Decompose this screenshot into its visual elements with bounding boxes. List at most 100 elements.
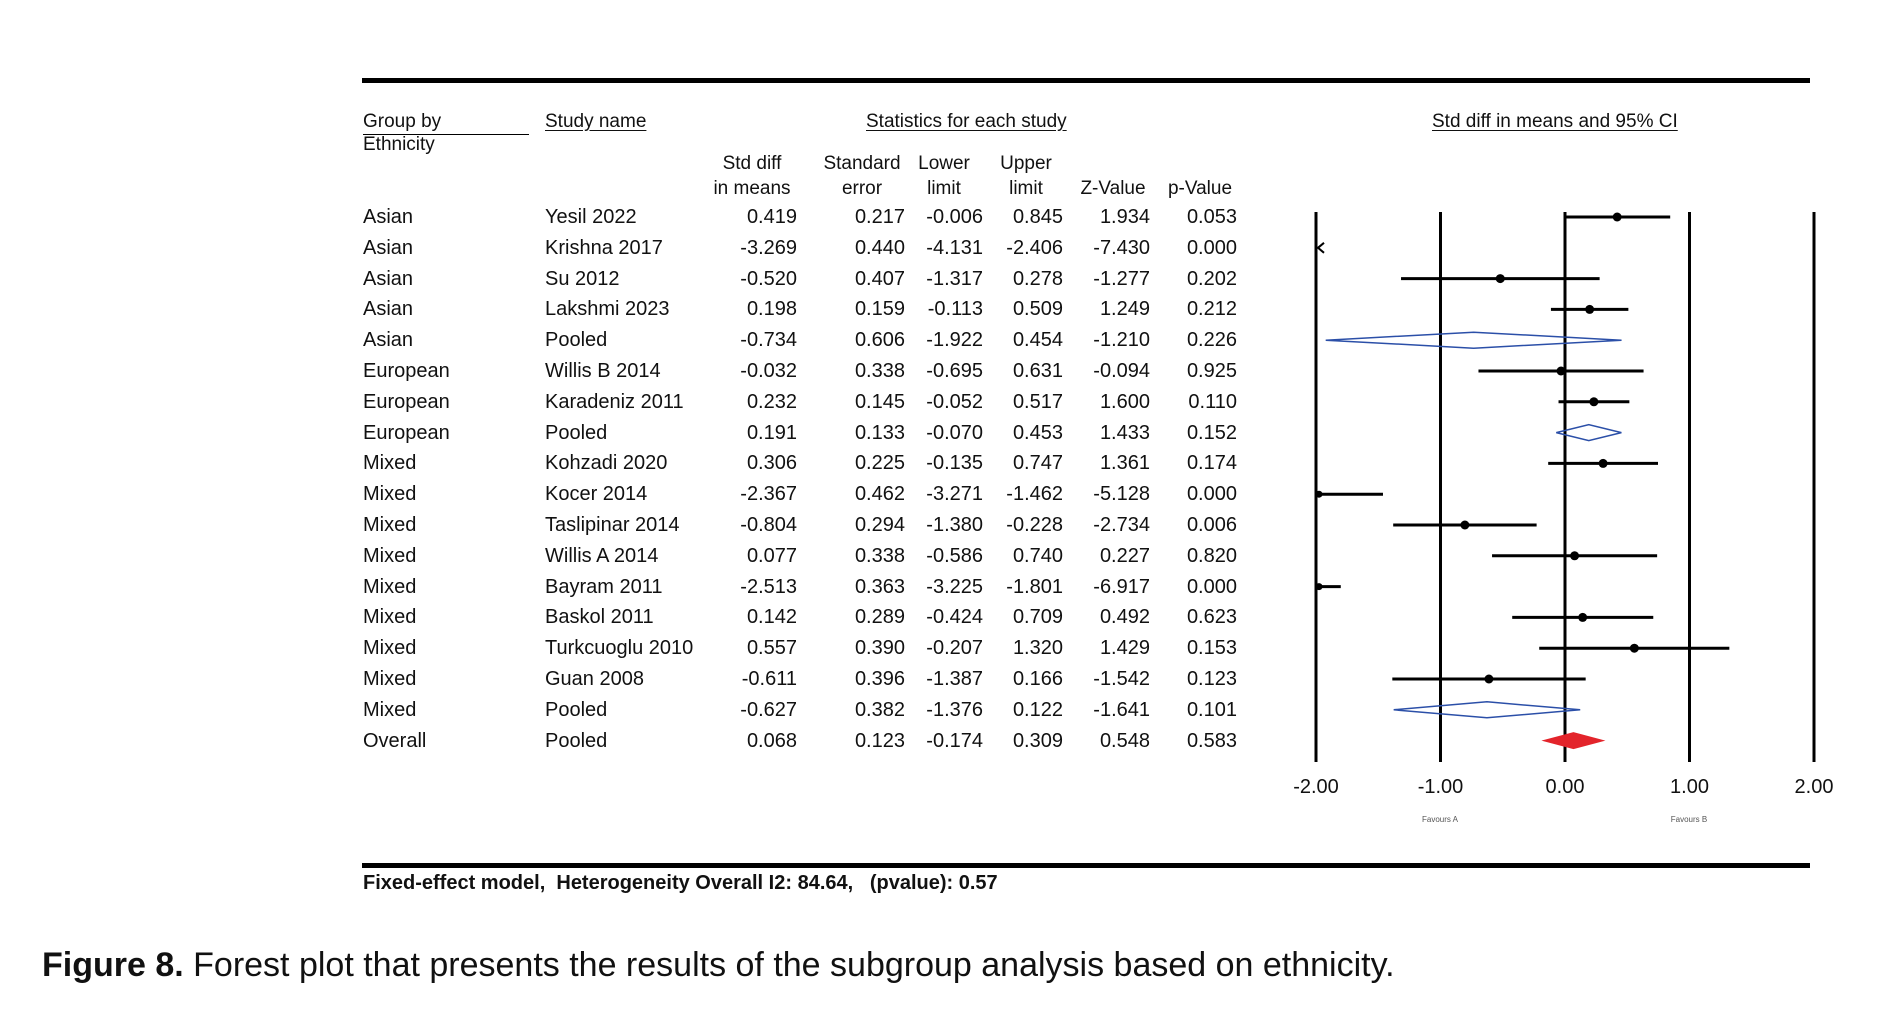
row-upper: 0.740 (1012, 544, 1063, 567)
row-smd: 0.142 (746, 606, 797, 629)
row-upper: -1.801 (1006, 575, 1063, 598)
row-study: Yesil 2022 (545, 206, 637, 228)
column-header: p-Value (1150, 151, 1250, 201)
row-group: Mixed (363, 698, 417, 721)
row-smd: 0.557 (746, 637, 797, 660)
row-upper: 0.453 (1012, 421, 1063, 444)
column-header-line1: Lower (918, 153, 970, 174)
row-z: 0.548 (1099, 729, 1150, 752)
point-estimate (1585, 304, 1595, 314)
row-group: Mixed (363, 452, 417, 475)
row-p: 0.000 (1186, 483, 1237, 506)
row-lower: -0.070 (926, 421, 983, 444)
column-header: Standard error (812, 151, 912, 201)
row-lower: -1.317 (926, 267, 983, 290)
header-group-underline (363, 134, 529, 135)
model-footnote: Fixed-effect model, Heterogeneity Overal… (363, 872, 998, 894)
row-lower: -0.135 (926, 452, 983, 475)
point-estimate (1589, 397, 1599, 407)
row-upper: 0.845 (1012, 206, 1063, 228)
row-se: 0.145 (854, 390, 905, 413)
row-group: Mixed (363, 606, 417, 629)
row-group: Overall (363, 729, 427, 752)
row-smd: 0.306 (746, 452, 797, 475)
row-group: Mixed (363, 637, 417, 660)
header-statistics: Statistics for each study (866, 111, 1067, 132)
row-lower: -0.006 (926, 206, 983, 228)
column-header: Upper limit (976, 151, 1076, 201)
row-group: Asian (363, 298, 414, 321)
row-lower: -0.207 (926, 637, 983, 660)
row-z: 1.934 (1099, 206, 1150, 228)
point-estimate (1629, 643, 1639, 653)
row-p: 0.152 (1186, 421, 1237, 444)
header-group-by: Group by (363, 111, 442, 132)
row-z: -0.094 (1093, 360, 1150, 382)
row-se: 0.338 (854, 544, 905, 567)
row-smd: 0.419 (746, 206, 797, 228)
row-group: European (363, 360, 450, 382)
row-smd: 0.198 (746, 298, 797, 321)
row-study: Pooled (545, 729, 608, 752)
row-z: 1.429 (1099, 637, 1150, 660)
row-upper: 0.166 (1012, 668, 1063, 690)
point-estimate (1578, 612, 1588, 622)
row-lower: -3.271 (926, 483, 983, 506)
row-upper: 0.509 (1012, 298, 1063, 321)
row-upper: 0.709 (1012, 606, 1063, 629)
row-p: 0.006 (1186, 514, 1237, 536)
row-lower: -4.131 (926, 236, 983, 259)
row-lower: -0.174 (926, 729, 983, 752)
row-upper: 0.747 (1012, 452, 1063, 475)
row-study: Lakshmi 2023 (545, 298, 670, 321)
row-upper: 0.122 (1012, 698, 1063, 721)
row-upper: 1.320 (1012, 637, 1063, 660)
row-se: 0.606 (854, 329, 905, 352)
row-z: -5.128 (1093, 483, 1150, 506)
row-p: 0.000 (1186, 236, 1237, 259)
row-se: 0.440 (854, 236, 905, 259)
row-smd: -0.032 (740, 360, 797, 382)
row-se: 0.382 (854, 698, 905, 721)
row-se: 0.123 (854, 729, 905, 752)
figure-caption: Figure 8. Forest plot that presents the … (42, 946, 1395, 985)
row-p: 0.174 (1186, 452, 1237, 475)
row-smd: 0.232 (746, 390, 797, 413)
row-p: 0.583 (1186, 729, 1237, 752)
row-study: Bayram 2011 (545, 575, 663, 598)
row-group: Asian (363, 267, 414, 290)
favours-right-label: Favours B (1670, 815, 1708, 824)
point-estimate (1315, 490, 1323, 498)
row-group: Asian (363, 329, 414, 352)
row-lower: -1.922 (926, 329, 983, 352)
caption-label: Figure 8. (42, 946, 184, 984)
row-group: Asian (363, 236, 414, 259)
favours-left-label: Favours A (1421, 815, 1459, 824)
column-header: Lower limit (894, 151, 994, 201)
row-p: 0.925 (1186, 360, 1237, 382)
row-p: 0.226 (1186, 329, 1237, 352)
row-study: Su 2012 (545, 267, 620, 290)
point-estimate (1570, 551, 1580, 561)
row-group: Mixed (363, 514, 417, 536)
row-lower: -0.052 (926, 390, 983, 413)
row-se: 0.294 (854, 514, 905, 536)
row-p: 0.000 (1186, 575, 1237, 598)
row-p: 0.202 (1186, 267, 1237, 290)
row-p: 0.110 (1188, 390, 1237, 413)
row-z: -1.542 (1093, 668, 1150, 690)
row-se: 0.159 (854, 298, 905, 321)
row-z: 1.600 (1099, 390, 1150, 413)
x-tick-label: 0.00 (1545, 776, 1585, 798)
row-upper: 0.517 (1012, 390, 1063, 413)
row-lower: -0.695 (926, 360, 983, 382)
row-study: Kocer 2014 (545, 483, 648, 506)
row-study: Willis B 2014 (545, 360, 661, 382)
row-upper: -1.462 (1006, 483, 1063, 506)
column-header-line1: Upper (1000, 153, 1052, 174)
row-group: Mixed (363, 544, 417, 567)
row-group: European (363, 390, 450, 413)
row-smd: -0.627 (740, 698, 797, 721)
row-upper: 0.278 (1012, 267, 1063, 290)
